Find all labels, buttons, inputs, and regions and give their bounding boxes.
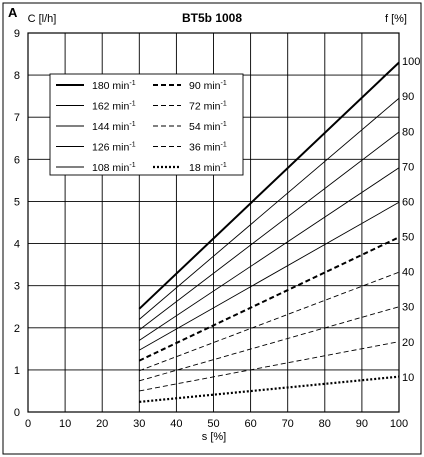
y-left-tick-label: 2 [14, 323, 20, 335]
series-line-36 [139, 341, 400, 392]
x-tick-label: 90 [356, 418, 368, 430]
tick-labels: 0 10 20 30 40 50 60 70 80 90 100 0 1 2 3 4 5 6 7 8 9 10 20 30 40… [14, 28, 420, 430]
y-right-tick-label: 80 [402, 126, 414, 138]
series-line-54 [139, 306, 400, 382]
chart-title: BT5b 1008 [182, 11, 242, 25]
y-right-tick-label: 70 [402, 161, 414, 173]
x-tick-label: 40 [170, 418, 182, 430]
legend-label-54: 54 min-1 [189, 121, 227, 133]
legend-label-126: 126 min-1 [92, 142, 136, 154]
y-left-tick-label: 0 [14, 407, 20, 419]
legend-label-18: 18 min-1 [189, 162, 227, 174]
y-left-tick-label: 6 [14, 154, 20, 166]
series-line-72 [139, 271, 400, 372]
legend-label-144: 144 min-1 [92, 121, 136, 133]
legend-label-90: 90 min-1 [189, 80, 227, 92]
y-right-tick-label: 100 [402, 56, 420, 68]
x-tick-label: 20 [96, 418, 108, 430]
x-tick-label: 60 [244, 418, 256, 430]
y-right-tick-label: 60 [402, 196, 414, 208]
legend-label-72: 72 min-1 [189, 101, 227, 113]
x-tick-label: 50 [207, 418, 219, 430]
legend-label-36: 36 min-1 [189, 142, 227, 154]
series-line-18 [139, 375, 400, 403]
x-tick-label: 100 [390, 418, 408, 430]
y-right-axis-title: f [%] [385, 13, 407, 25]
series-lines [138, 61, 400, 403]
panel-label: A [8, 5, 18, 20]
y-left-tick-label: 5 [14, 196, 20, 208]
legend-label-162: 162 min-1 [92, 101, 136, 113]
y-left-tick-label: 4 [14, 239, 20, 251]
series-line-108 [139, 201, 400, 351]
legend-label-180: 180 min-1 [92, 80, 136, 92]
x-tick-label: 10 [59, 418, 71, 430]
y-right-tick-label: 20 [402, 337, 414, 349]
y-left-tick-label: 9 [14, 28, 20, 40]
x-tick-label: 80 [319, 418, 331, 430]
y-right-tick-label: 40 [402, 267, 414, 279]
x-axis-title: s [%] [202, 431, 226, 443]
y-right-tick-label: 10 [402, 372, 414, 384]
plot-frame [27, 32, 400, 413]
series-line-144 [139, 131, 400, 331]
y-left-tick-label: 3 [14, 281, 20, 293]
y-left-axis-title: C [l/h] [28, 13, 57, 25]
y-right-tick-label: 50 [402, 232, 414, 244]
legend-box [49, 73, 244, 176]
series-line-126 [139, 167, 400, 341]
y-right-tick-label: 30 [402, 302, 414, 314]
series-line-162 [139, 97, 400, 320]
x-tick-label: 0 [25, 418, 31, 430]
legend: 180 min-1 162 min-1 144 min-1 126 min-1 108 … [49, 73, 244, 176]
y-right-tick-label: 90 [402, 91, 414, 103]
legend-label-108: 108 min-1 [92, 162, 136, 174]
x-tick-label: 30 [133, 418, 145, 430]
y-left-tick-label: 8 [14, 70, 20, 82]
series-line-90 [138, 236, 400, 362]
y-left-tick-label: 7 [14, 112, 20, 124]
series-line-180 [138, 61, 400, 310]
x-tick-label: 70 [282, 418, 294, 430]
y-left-tick-label: 1 [14, 365, 20, 377]
